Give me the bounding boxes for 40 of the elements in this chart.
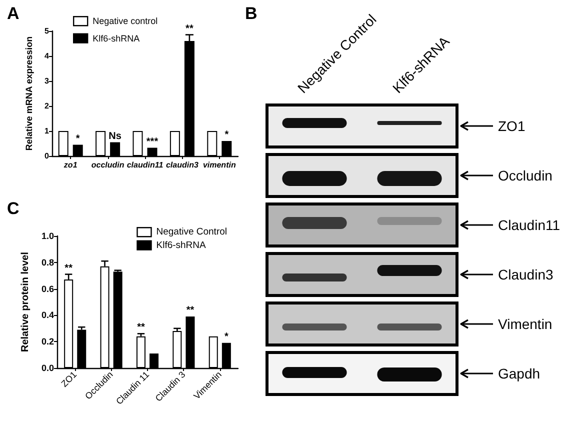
y-tick-label: 0.0 xyxy=(41,363,54,373)
y-tick-label: 4 xyxy=(44,52,50,60)
legend-label: Klf6-shRNA xyxy=(156,240,207,251)
data-label: * xyxy=(224,331,228,342)
x-tick-label: zo1 xyxy=(62,160,78,170)
chart-title: A xyxy=(7,4,20,23)
y-tick-label: 0 xyxy=(44,152,50,160)
y-tick-label: 2 xyxy=(44,102,50,110)
text: Gapdh xyxy=(498,366,540,382)
x-tick-label: vimentin xyxy=(202,160,236,170)
y-axis-title: Relative mRNA expression xyxy=(24,36,34,151)
y-tick-label: 0.4 xyxy=(41,310,54,320)
y-tick-label: 0.8 xyxy=(41,257,54,268)
text: ZO1 xyxy=(498,118,526,134)
y-tick-label: 0.2 xyxy=(41,336,54,347)
data-label: ** xyxy=(186,23,194,34)
data-label: Ns xyxy=(108,130,122,142)
text: Claudin3 xyxy=(498,266,554,282)
y-tick-label: 1 xyxy=(44,126,50,136)
data-label: ** xyxy=(64,262,73,274)
data-label: *** xyxy=(146,136,158,148)
legend-label: Klf6-shRNA xyxy=(92,33,140,44)
x-tick-label: occludin xyxy=(91,160,124,170)
chart-title: C xyxy=(7,199,20,218)
y-tick-label: 0.6 xyxy=(41,284,54,294)
y-tick-label: 1.0 xyxy=(41,231,54,241)
text: B xyxy=(245,4,258,23)
legend-label: Negative Control xyxy=(156,226,228,238)
text: Vimentin xyxy=(498,316,552,332)
data-label: ** xyxy=(186,305,194,316)
data-label: ** xyxy=(137,322,145,334)
y-tick-label: 5 xyxy=(44,26,50,36)
data-label: * xyxy=(76,133,80,144)
y-axis-title: Relative protein level xyxy=(20,252,32,352)
text: Claudin11 xyxy=(498,217,560,233)
data-label: * xyxy=(224,130,229,140)
x-tick-label: claudin3 xyxy=(166,160,199,170)
y-tick-label: 3 xyxy=(44,76,50,86)
x-tick-label: claudin11 xyxy=(126,160,164,170)
legend-label: Negative control xyxy=(92,16,158,26)
